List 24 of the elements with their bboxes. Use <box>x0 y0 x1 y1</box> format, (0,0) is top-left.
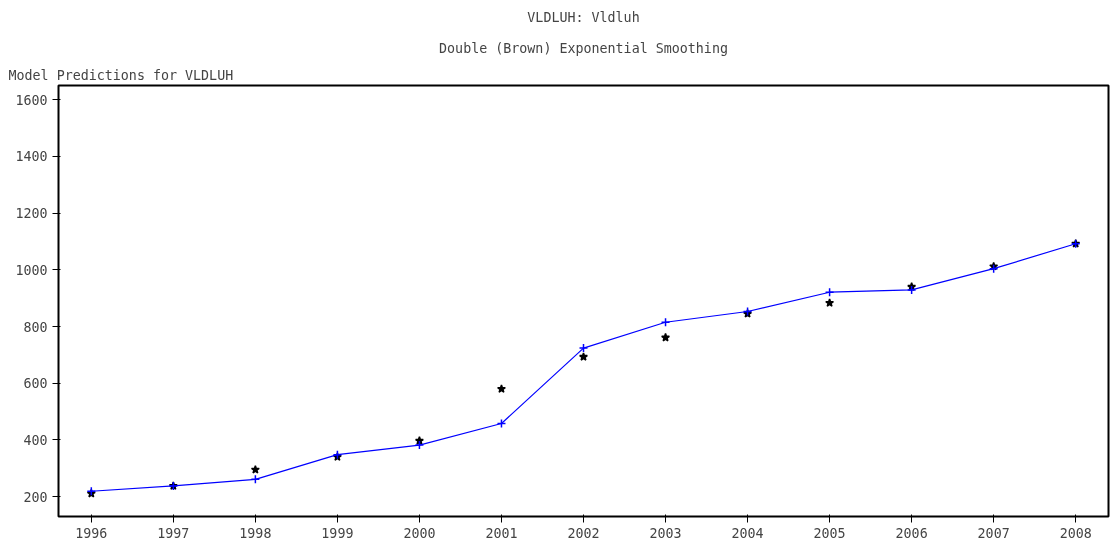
y-tick-label: 1400 <box>15 149 48 165</box>
x-tick-label: 1999 <box>321 525 354 540</box>
y-tick-label: 600 <box>23 376 48 392</box>
y-tick-label: 800 <box>23 319 48 335</box>
x-tick-label: 2001 <box>485 525 518 540</box>
x-tick-label: 2006 <box>895 525 928 540</box>
x-tick-label: 1998 <box>239 525 272 540</box>
x-tick-label: 1997 <box>157 525 190 540</box>
x-tick-label: 2002 <box>567 525 600 540</box>
text: Model Predictions for VLDLUH <box>8 67 234 83</box>
chart-title: VLDLUH: Vldluh <box>527 9 640 25</box>
y-tick-label: 400 <box>23 432 48 448</box>
x-tick-label: 2008 <box>1059 525 1092 540</box>
x-tick-label: 1996 <box>75 525 108 540</box>
x-tick-label: 2007 <box>977 525 1010 540</box>
y-tick-label: 1000 <box>15 262 48 278</box>
y-tick-label: 1600 <box>15 92 48 108</box>
x-tick-label: 2003 <box>649 525 682 540</box>
x-tick-label: 2004 <box>731 525 764 540</box>
chart-subtitle: Double (Brown) Exponential Smoothing <box>439 40 728 56</box>
x-tick-label: 2000 <box>403 525 436 540</box>
y-tick-label: 1200 <box>15 206 48 222</box>
y-tick-label: 200 <box>23 489 48 505</box>
x-tick-label: 2005 <box>813 525 846 540</box>
